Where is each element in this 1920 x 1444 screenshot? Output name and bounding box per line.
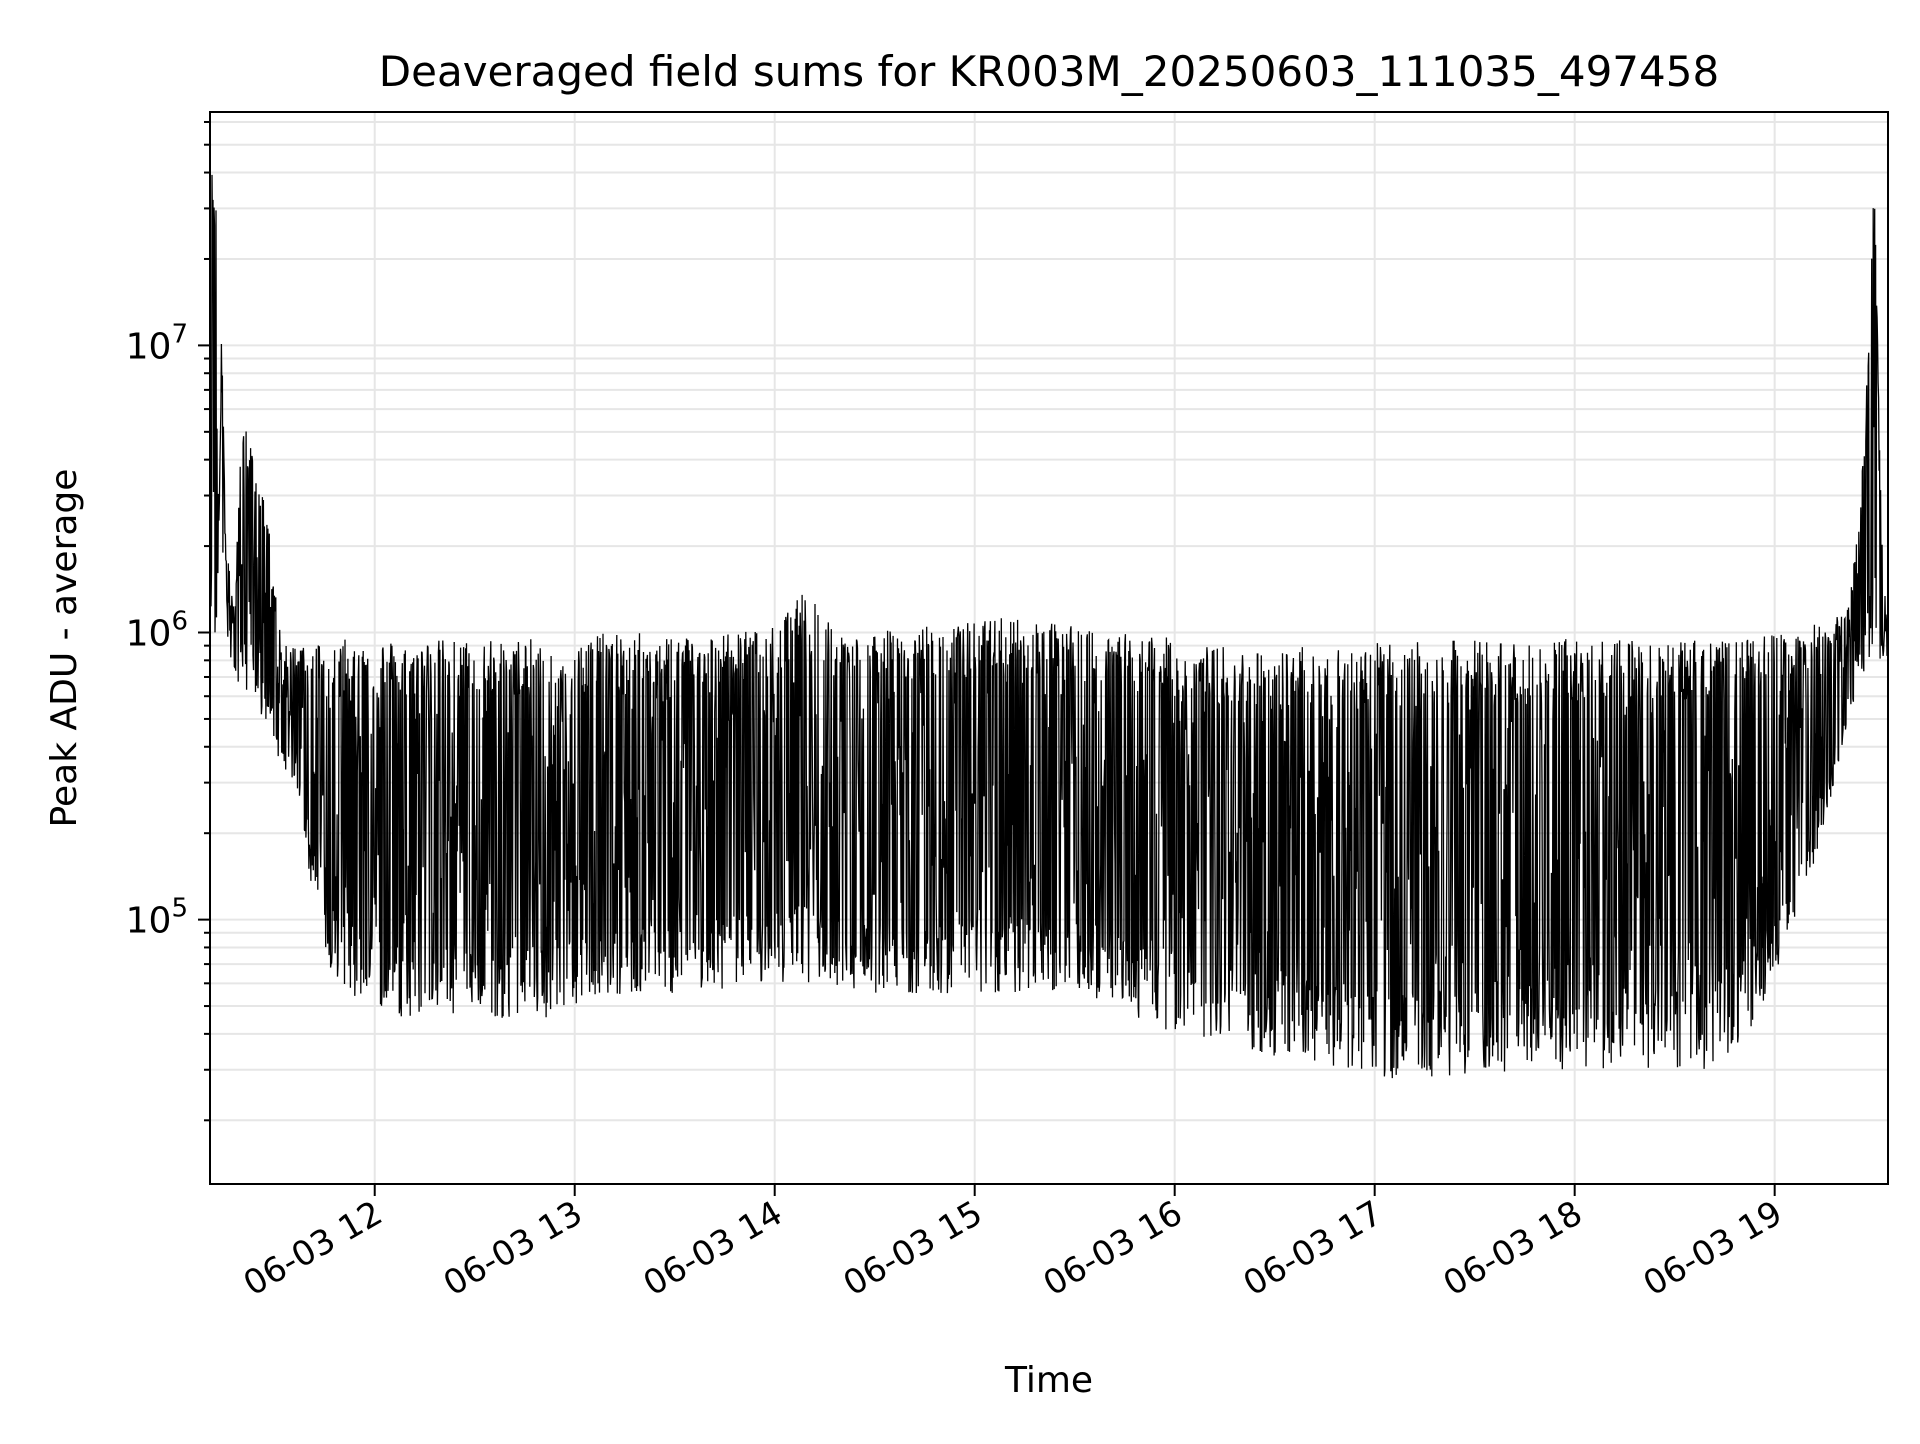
x-axis: 06-03 12 06-03 13 06-03 14 06-03 15 06-03 16… bbox=[237, 1184, 1789, 1304]
y-tick-label: 105 bbox=[126, 894, 188, 942]
x-axis-label: Time bbox=[1004, 1360, 1093, 1401]
series-line bbox=[210, 174, 1888, 1079]
x-tick-label: 06-03 14 bbox=[637, 1193, 789, 1304]
y-axis: 105 106 107 bbox=[126, 120, 210, 1122]
x-tick-label: 06-03 17 bbox=[1237, 1193, 1389, 1304]
x-tick-label: 06-03 19 bbox=[1637, 1193, 1789, 1304]
grid-layer bbox=[210, 112, 1888, 1184]
x-tick-label: 06-03 18 bbox=[1437, 1193, 1589, 1304]
chart-title: Deaveraged field sums for KR003M_2025060… bbox=[379, 47, 1719, 96]
x-tick-label: 06-03 15 bbox=[837, 1193, 989, 1304]
y-axis-label: Peak ADU - average bbox=[44, 469, 85, 828]
data-layer bbox=[210, 174, 1888, 1079]
plot-frame bbox=[209, 111, 1889, 1185]
y-tick-label: 107 bbox=[126, 319, 188, 367]
x-tick-label: 06-03 12 bbox=[237, 1193, 389, 1304]
y-tick-label: 106 bbox=[126, 607, 188, 655]
x-tick-label: 06-03 16 bbox=[1037, 1193, 1189, 1304]
x-tick-label: 06-03 13 bbox=[437, 1193, 589, 1304]
